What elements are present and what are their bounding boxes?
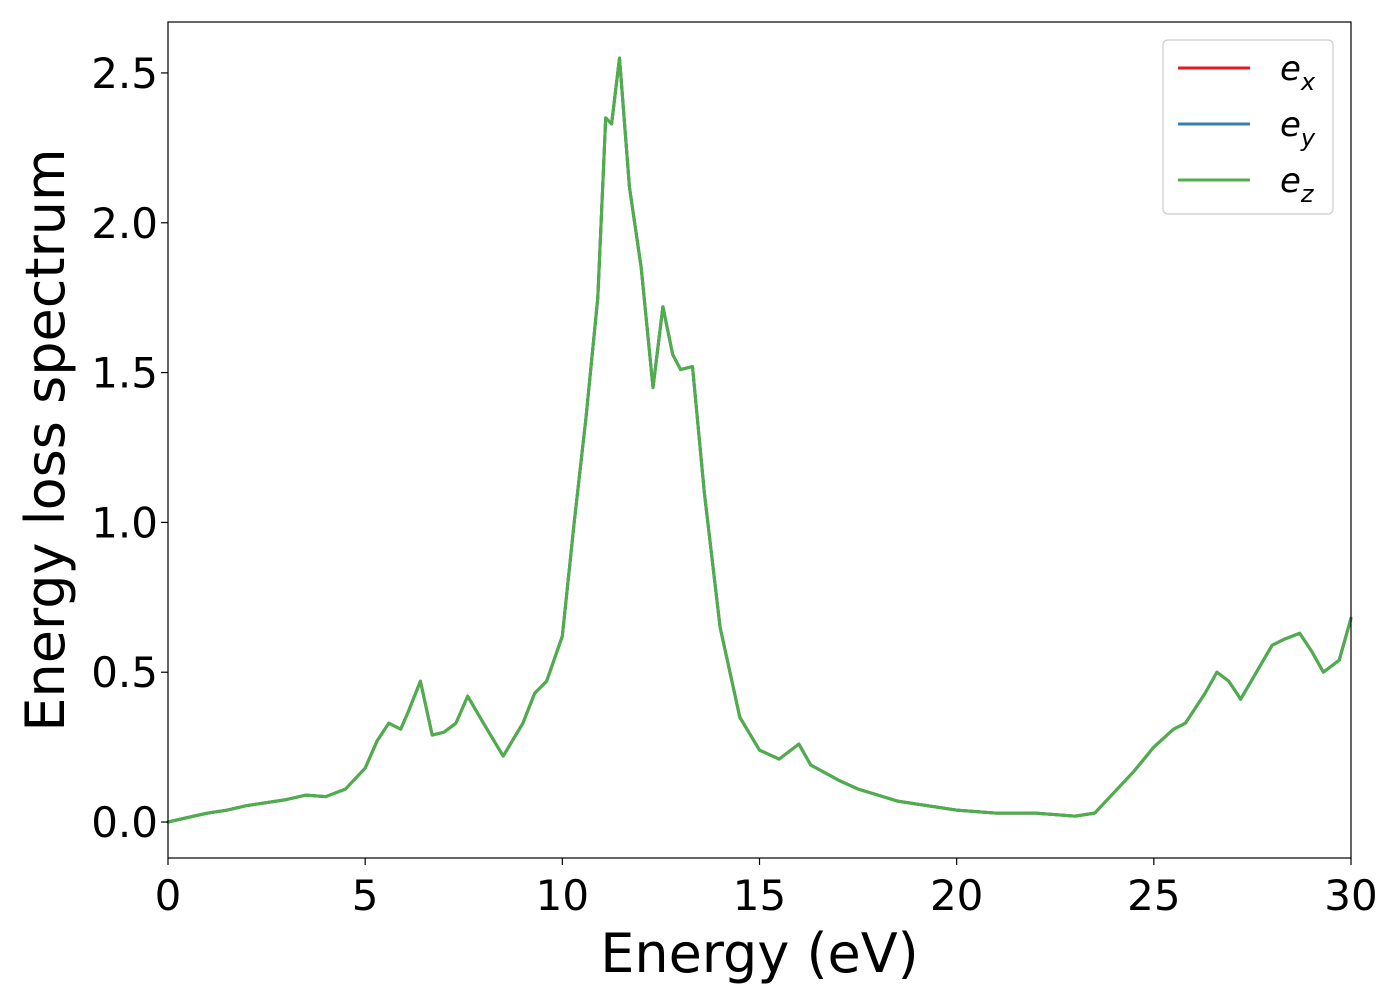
x-tick-label: 30	[1324, 871, 1377, 920]
y-axis-title: Energy loss spectrum	[14, 148, 77, 731]
series-line-e-z	[166, 56, 1353, 824]
x-tick-label: 5	[352, 871, 379, 920]
x-axis: 0 5 10 15 20 25 30	[155, 858, 1378, 920]
legend-label: ex	[1280, 49, 1316, 96]
x-tick-label: 15	[733, 871, 786, 920]
legend-label-base: e	[1280, 49, 1301, 89]
legend-label: ey	[1280, 105, 1316, 152]
legend-label: ez	[1280, 161, 1315, 208]
y-tick-label: 2.0	[91, 199, 158, 248]
series-layer	[166, 56, 1353, 824]
x-axis-title: Energy (eV)	[600, 922, 919, 985]
y-tick-label: 2.5	[91, 49, 158, 98]
y-tick-label: 1.5	[91, 349, 158, 398]
x-tick-label: 25	[1127, 871, 1180, 920]
legend-label-base: e	[1280, 105, 1301, 145]
y-tick-label: 1.0	[91, 498, 158, 547]
y-tick-label: 0.5	[91, 648, 158, 697]
x-tick-label: 10	[536, 871, 589, 920]
legend-label-base: e	[1280, 161, 1301, 201]
legend-box	[1162, 39, 1334, 215]
y-tick-label: 0.0	[91, 798, 158, 847]
legend-label-subscript: z	[1300, 180, 1315, 208]
x-tick-label: 0	[155, 871, 182, 920]
legend-label-subscript: x	[1300, 68, 1316, 96]
x-tick-label: 20	[930, 871, 983, 920]
y-axis: 0.0 0.5 1.0 1.5 2.0 2.5	[91, 49, 168, 847]
legend-label-subscript: y	[1300, 124, 1316, 152]
